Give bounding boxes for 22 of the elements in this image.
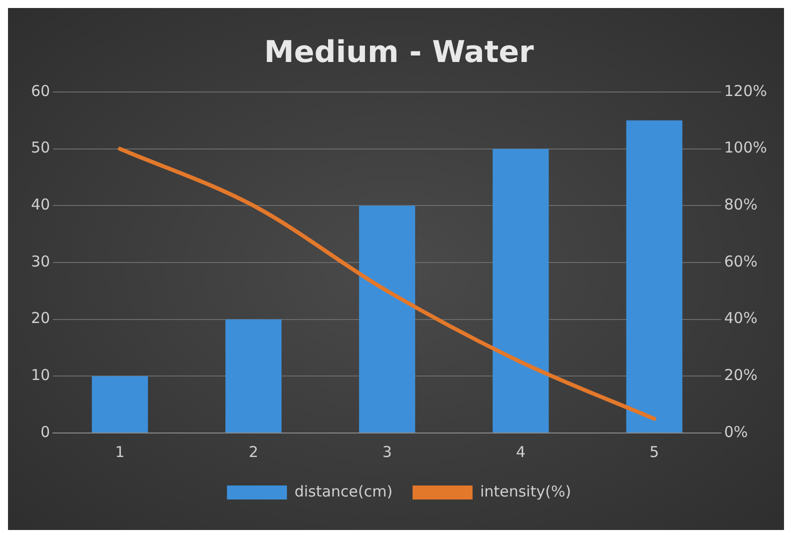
y-tick-label: 30: [30, 252, 50, 270]
y2-tick-label: 0%: [724, 422, 748, 441]
legend-label: intensity(%): [480, 482, 572, 500]
x-tick-label: 4: [516, 442, 526, 461]
x-tick-label: 1: [115, 442, 125, 461]
x-tick-label: 5: [650, 442, 660, 461]
y-tick-label: 20: [30, 309, 50, 328]
y-tick-label: 60: [30, 82, 50, 100]
y2-tick-label: 120%: [724, 82, 768, 100]
y2-tick-label: 60%: [724, 252, 758, 270]
y-tick-label: 0: [40, 422, 50, 441]
y-tick-label: 40: [30, 196, 50, 214]
y2-tick-label: 20%: [724, 366, 758, 384]
x-tick-label: 3: [382, 442, 392, 461]
chart-title: Medium - Water: [264, 34, 534, 70]
y2-tick-label: 80%: [724, 196, 758, 214]
y2-tick-label: 100%: [724, 138, 768, 157]
y-tick-label: 10: [30, 366, 50, 384]
y2-tick-label: 40%: [724, 309, 758, 328]
y-tick-label: 50: [30, 138, 50, 157]
x-tick-label: 2: [248, 442, 258, 461]
legend-label: distance(cm): [294, 482, 393, 500]
